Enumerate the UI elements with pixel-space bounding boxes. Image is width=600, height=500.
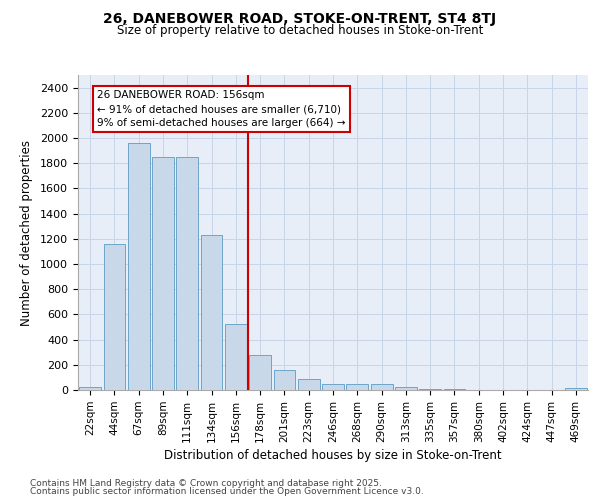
- Bar: [200, 235, 223, 390]
- Text: Contains public sector information licensed under the Open Government Licence v3: Contains public sector information licen…: [30, 487, 424, 496]
- Bar: [274, 370, 295, 390]
- Text: Contains HM Land Registry data © Crown copyright and database right 2025.: Contains HM Land Registry data © Crown c…: [30, 478, 382, 488]
- Bar: [152, 157, 174, 390]
- Bar: [322, 384, 344, 390]
- Text: 26, DANEBOWER ROAD, STOKE-ON-TRENT, ST4 8TJ: 26, DANEBOWER ROAD, STOKE-ON-TRENT, ST4 …: [103, 12, 497, 26]
- Bar: [176, 157, 198, 390]
- Bar: [79, 387, 101, 390]
- Bar: [298, 378, 320, 390]
- Y-axis label: Number of detached properties: Number of detached properties: [20, 140, 33, 326]
- Bar: [565, 388, 587, 390]
- Bar: [371, 384, 392, 390]
- Bar: [419, 388, 441, 390]
- Bar: [346, 384, 368, 390]
- Text: Size of property relative to detached houses in Stoke-on-Trent: Size of property relative to detached ho…: [117, 24, 483, 37]
- Bar: [104, 244, 125, 390]
- Bar: [249, 356, 271, 390]
- X-axis label: Distribution of detached houses by size in Stoke-on-Trent: Distribution of detached houses by size …: [164, 449, 502, 462]
- Bar: [225, 324, 247, 390]
- Bar: [395, 388, 417, 390]
- Bar: [128, 143, 149, 390]
- Text: 26 DANEBOWER ROAD: 156sqm
← 91% of detached houses are smaller (6,710)
9% of sem: 26 DANEBOWER ROAD: 156sqm ← 91% of detac…: [97, 90, 346, 128]
